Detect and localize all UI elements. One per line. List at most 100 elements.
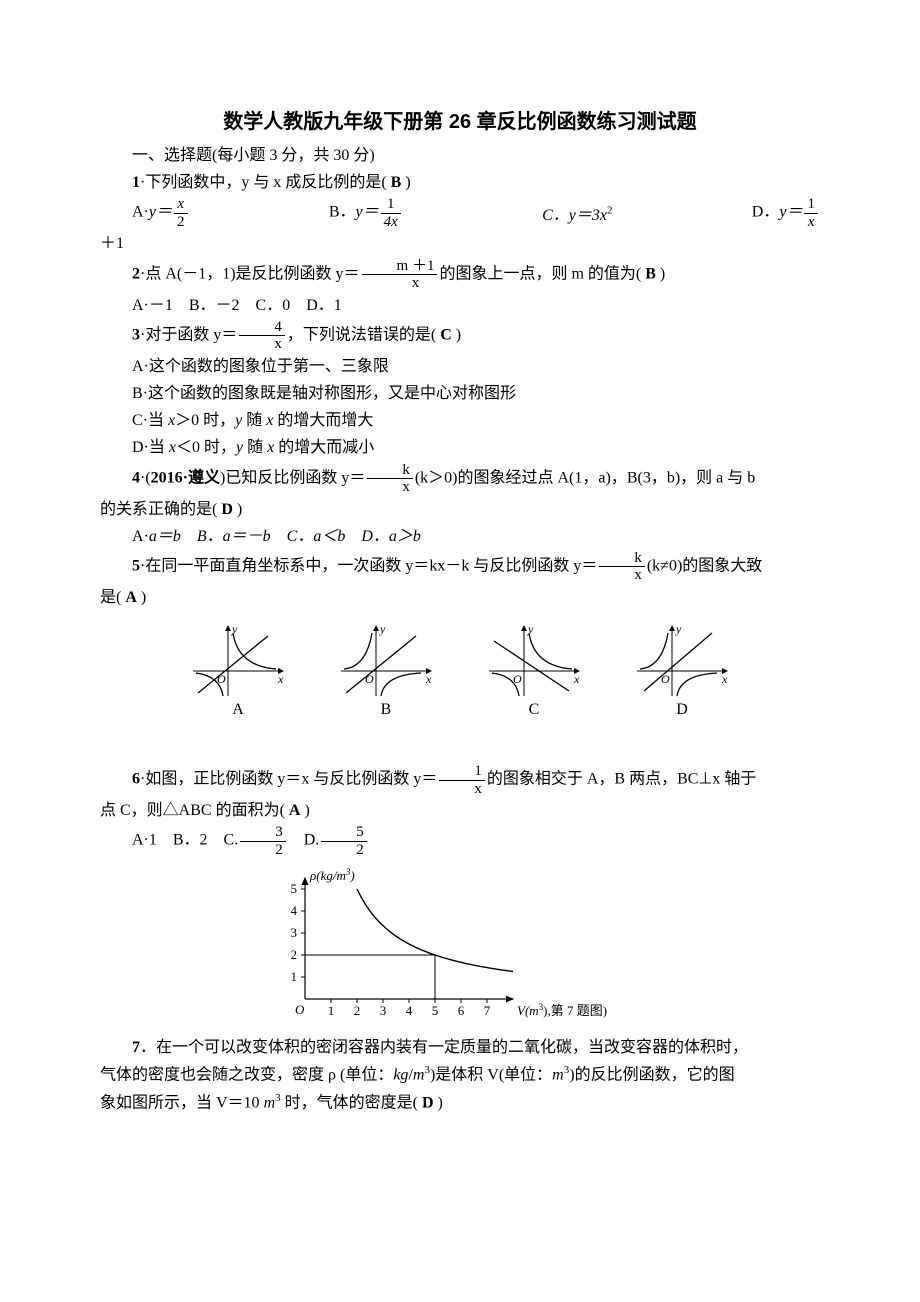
q5-number: 5	[132, 558, 140, 575]
svg-text:6: 6	[458, 1003, 465, 1018]
q1-d-den: x	[804, 214, 818, 231]
q4-prefix: ·(	[140, 469, 151, 486]
q3d-mid: ＜0 时，	[176, 439, 236, 456]
q2-num: m ＋1	[362, 258, 438, 276]
q7-l3-mid: 时，气体的密度是(	[281, 1094, 422, 1111]
axis-y: y	[231, 622, 238, 636]
axis-x: x	[721, 672, 728, 686]
page: 数学人教版九年级下册第 26 章反比例函数练习测试题 一、选择题(每小题 3 分…	[0, 0, 920, 1176]
q1-b-yeq: y＝	[356, 204, 379, 221]
q3-stem: 3·对于函数 y＝4x，下列说法错误的是( C )	[100, 319, 820, 353]
q1-d-num: 1	[804, 196, 818, 214]
q5-graph-c: y x O C	[484, 621, 584, 719]
spacer	[100, 723, 820, 763]
q1-a-num: x	[174, 196, 188, 214]
q6-d-frac: 52	[321, 824, 367, 858]
q3-den: x	[239, 336, 285, 353]
axis-O: O	[661, 672, 670, 686]
q2-stem: 2·点 A(－1，1)是反比例函数 y＝m ＋1x的图象上一点，则 m 的值为(…	[100, 258, 820, 292]
q2-tail: )	[656, 265, 665, 282]
q2-number: 2	[132, 265, 140, 282]
q6-opts-pre: A·1 B．2 C.	[132, 832, 238, 849]
q3c-post: 的增大而增大	[273, 412, 373, 429]
q1-a-den: 2	[174, 214, 188, 231]
q7-l2-m2: m	[552, 1067, 564, 1084]
q4-year: 2016·遵义	[151, 469, 220, 486]
q1-plus1: ＋1	[100, 230, 820, 257]
q3-frac: 4x	[239, 319, 285, 353]
q4-l2-tail: )	[233, 501, 242, 518]
q6-c-den: 2	[240, 842, 286, 859]
q6-d-pre: D.	[288, 832, 320, 849]
q5-line2: 是( A )	[100, 584, 820, 611]
q5-den: x	[599, 567, 645, 584]
axis-y: y	[675, 622, 682, 636]
q6-pre: ·如图，正比例函数 y＝x 与反比例函数 y＝	[140, 771, 437, 788]
q1-opt-d: D．y＝1x	[752, 196, 820, 230]
q1-d-frac: 1x	[804, 196, 818, 230]
q7-l2-mid3: )的反比例函数，它的图	[569, 1067, 734, 1084]
q3d-mid2: 随	[243, 439, 267, 456]
svg-text:7: 7	[484, 1003, 491, 1018]
q1-b-den: 4x	[381, 214, 401, 231]
q4-num: k	[367, 462, 413, 480]
svg-text:2: 2	[291, 947, 298, 962]
q4-mid: )已知反比例函数 y＝	[220, 469, 365, 486]
q4-answer: D	[221, 501, 233, 518]
q1-answer: B	[391, 174, 402, 191]
q7-chart: 123456712345Oρ(kg/m3)V(m3),第 7 题图)	[100, 864, 820, 1024]
q5-label-a: A	[188, 701, 288, 719]
q5-graph-b: y x O B	[336, 621, 436, 719]
svg-text:V(m3),第 7 题图): V(m3),第 7 题图)	[517, 1002, 607, 1018]
axis-x: x	[425, 672, 432, 686]
q3-opt-d: D·当 x＜0 时，y 随 x 的增大而减小	[100, 434, 820, 461]
q2-options: A·－1 B．－2 C．0 D．1	[100, 292, 820, 319]
q2-den: x	[362, 275, 438, 292]
q4-frac: kx	[367, 462, 413, 496]
doc-title: 数学人教版九年级下册第 26 章反比例函数练习测试题	[100, 105, 820, 134]
q1-stem: 1·下列函数中，y 与 x 成反比例的是( B )	[100, 169, 820, 196]
q1-b-pre: B．	[329, 204, 356, 221]
q6-c-num: 3	[240, 824, 286, 842]
q3d-x: x	[169, 439, 176, 456]
q4-line1: 4·(2016·遵义)已知反比例函数 y＝kx(k＞0)的图象经过点 A(1，a…	[100, 462, 820, 496]
q7-l2-kg: kg	[393, 1067, 408, 1084]
svg-text:3: 3	[380, 1003, 387, 1018]
q7-l3-pre: 象如图所示，当 V＝10	[100, 1094, 264, 1111]
q3d-post: 的增大而减小	[274, 439, 374, 456]
svg-text:1: 1	[291, 969, 298, 984]
q6-options: A·1 B．2 C.32 D.52	[100, 824, 820, 858]
q2-frac: m ＋1x	[362, 258, 438, 292]
q3-post: ，下列说法错误的是(	[287, 326, 440, 343]
q6-c-frac: 32	[240, 824, 286, 858]
q6-frac: 1x	[439, 763, 485, 797]
q3c-pre: C·当	[132, 412, 168, 429]
q5-frac: kx	[599, 550, 645, 584]
axis-x: x	[277, 672, 284, 686]
svg-text:5: 5	[291, 881, 298, 896]
axis-y: y	[527, 622, 534, 636]
q5-label-b: B	[336, 701, 436, 719]
svg-text:4: 4	[406, 1003, 413, 1018]
q6-l2-tail: )	[300, 802, 309, 819]
q2-post: 的图象上一点，则 m 的值为(	[439, 265, 645, 282]
q7-l3-tail: )	[434, 1094, 443, 1111]
svg-text:3: 3	[291, 925, 298, 940]
section-1-heading: 一、选择题(每小题 3 分，共 30 分)	[100, 142, 820, 169]
q4-opts: a＝b B．a＝－b C．a＜b D．a＞b	[149, 528, 421, 545]
q5-graph-d: y x O D	[632, 621, 732, 719]
q1-d-yeq: y＝	[779, 204, 802, 221]
q6-line1: 6·如图，正比例函数 y＝x 与反比例函数 y＝1x的图象相交于 A，B 两点，…	[100, 763, 820, 797]
q5-pre: ·在同一平面直角坐标系中，一次函数 y＝kx－k 与反比例函数 y＝	[140, 558, 597, 575]
q1-opt-a: A·y＝x2	[132, 196, 190, 230]
q1-b-frac: 14x	[381, 196, 401, 230]
q4-opts-pre: A·	[132, 528, 149, 545]
q6-l2-pre: 点 C，则△ABC 的面积为(	[100, 802, 289, 819]
q5-l2-tail: )	[137, 589, 146, 606]
svg-text:2: 2	[354, 1003, 361, 1018]
q3-number: 3	[132, 326, 140, 343]
q7-line1: 7．在一个可以改变体积的密闭容器内装有一定质量的二氧化碳，当改变容器的体积时，	[100, 1034, 820, 1061]
q1-tail: )	[401, 174, 410, 191]
q1-b-num: 1	[381, 196, 401, 214]
q5-svg-b: y x O	[336, 621, 436, 699]
